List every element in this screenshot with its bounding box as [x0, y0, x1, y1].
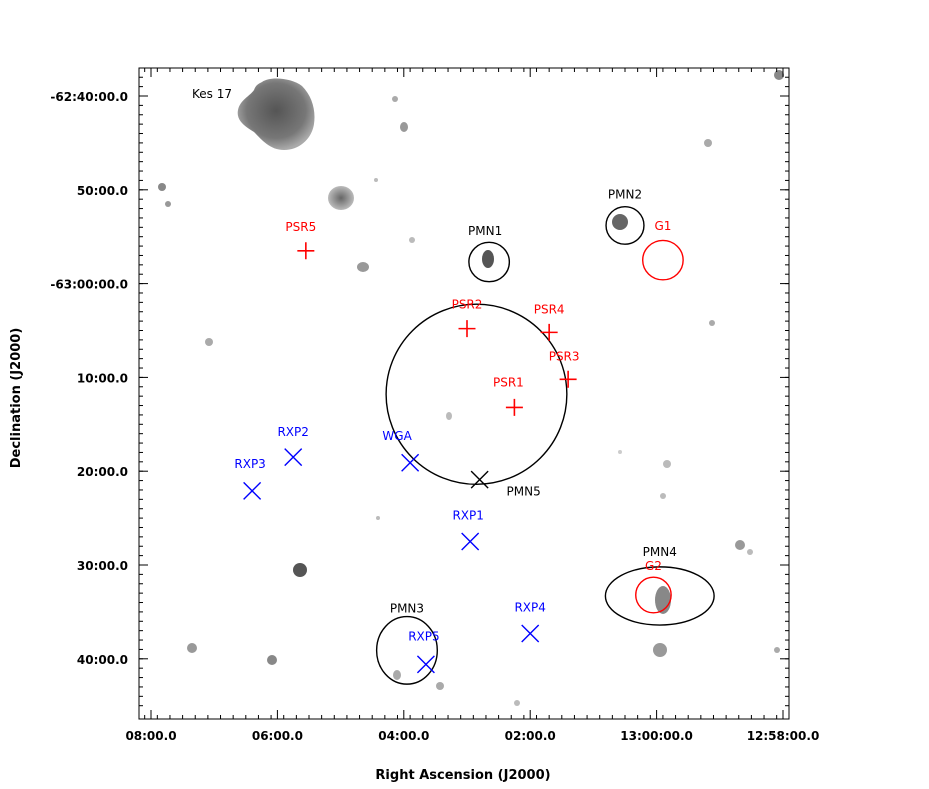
y-axis-title: Declination (J2000)	[9, 328, 24, 469]
x-tick-label: 13:00:00.0	[620, 729, 693, 743]
y-tick-label: -62:40:00.0	[50, 90, 128, 104]
kes-17-label: Kes 17	[192, 87, 232, 101]
psr4-label: PSR4	[534, 302, 565, 316]
y-tick-label: 30:00.0	[77, 559, 128, 573]
plot-frame	[138, 67, 790, 720]
pmn5-label: PMN5	[507, 485, 541, 499]
psr5-marker	[297, 242, 315, 260]
x-tick-label: 12:58:00.0	[747, 729, 820, 743]
x-tick-label: 08:00.0	[125, 729, 176, 743]
background-image	[158, 70, 784, 706]
pmn5-marker	[470, 470, 489, 489]
psr4-marker	[540, 323, 558, 341]
pmn1-ellipse	[468, 241, 511, 283]
psr2-marker	[458, 320, 476, 338]
rxp1-label: RXP1	[452, 509, 483, 523]
y-tick-label: 50:00.0	[77, 184, 128, 198]
y-tick-label: 40:00.0	[77, 653, 128, 667]
pmn4-ellipse	[604, 566, 715, 626]
rxp3-marker	[243, 481, 262, 500]
rxp4-marker	[521, 624, 540, 643]
pmn1-label: PMN1	[468, 224, 502, 238]
g2-ellipse	[635, 576, 672, 614]
pmn4-label: PMN4	[643, 545, 677, 559]
rxp3-label: RXP3	[234, 457, 265, 471]
x-tick-label: 06:00.0	[252, 729, 303, 743]
rxp5-marker	[416, 655, 435, 674]
regions-layer: Kes 17 PMN1 PMN2 PMN3 PMN4 G1 G2	[192, 87, 715, 685]
wga-label: WGA	[382, 429, 412, 443]
rxp4-label: RXP4	[514, 600, 545, 614]
x-tick-label: 04:00.0	[378, 729, 429, 743]
g1-ellipse	[641, 239, 684, 281]
pmn2-ellipse	[605, 205, 645, 245]
psr2-label: PSR2	[452, 298, 483, 312]
rxp2-marker	[284, 448, 303, 467]
psr3-marker	[559, 370, 577, 388]
rxp1-marker	[461, 532, 480, 551]
y-tick-label: 20:00.0	[77, 465, 128, 479]
g2-label: G2	[645, 559, 662, 573]
rxp2-label: RXP2	[277, 425, 308, 439]
pmn2-label: PMN2	[608, 187, 642, 201]
pmn3-label: PMN3	[390, 601, 424, 615]
g1-label: G1	[654, 219, 671, 233]
rxp5-label: RXP5	[408, 629, 439, 643]
x-axis-title: Right Ascension (J2000)	[375, 768, 550, 783]
wga-marker	[401, 453, 420, 472]
x-tick-label: 02:00.0	[505, 729, 556, 743]
axes-layer: 08:00.0 06:00.0 04:00.0 02:00.0 13:00:00.0 12…	[50, 68, 819, 743]
psr3-label: PSR3	[549, 349, 580, 363]
psr1-label: PSR1	[493, 375, 524, 389]
pmn3-ellipse	[375, 615, 438, 685]
psr1-marker	[505, 398, 523, 416]
markers-layer: PSR1 PSR2 PSR3 PSR4 PSR5 RXP1 RXP2 RXP3 RXP4 RXP5…	[234, 220, 580, 674]
y-tick-label: -63:00:00.0	[50, 278, 128, 292]
large-error-circle-ellipse	[385, 303, 568, 486]
y-tick-label: 10:00.0	[77, 371, 128, 385]
psr5-label: PSR5	[285, 220, 316, 234]
